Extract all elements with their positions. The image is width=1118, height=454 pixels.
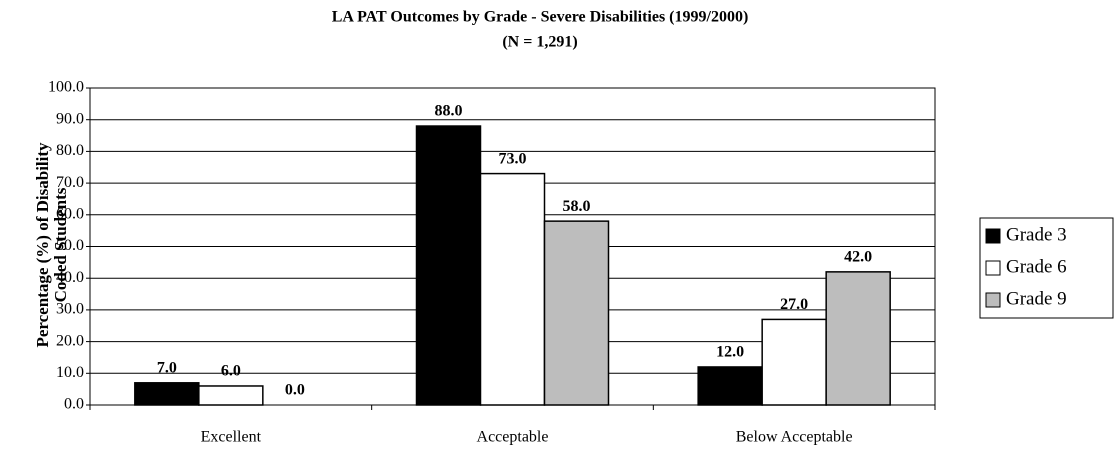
chart-subtitle: (N = 1,291) bbox=[502, 34, 577, 51]
legend-swatch bbox=[985, 260, 1001, 276]
y-tick-label: 40.0 bbox=[56, 269, 84, 286]
bar bbox=[697, 366, 763, 406]
legend-swatch bbox=[985, 228, 1001, 244]
value-label: 7.0 bbox=[157, 359, 177, 376]
value-label: 58.0 bbox=[563, 198, 591, 215]
y-tick-label: 90.0 bbox=[56, 110, 84, 127]
legend-box bbox=[979, 217, 1114, 319]
bar bbox=[198, 385, 264, 406]
y-tick-label: 30.0 bbox=[56, 301, 84, 318]
value-label: 0.0 bbox=[285, 382, 305, 399]
value-label: 42.0 bbox=[844, 249, 872, 266]
value-label: 27.0 bbox=[780, 296, 808, 313]
y-tick-label: 20.0 bbox=[56, 332, 84, 349]
x-tick-label: Acceptable bbox=[477, 429, 549, 446]
legend-label: Grade 9 bbox=[1006, 288, 1067, 309]
bar bbox=[761, 318, 827, 406]
x-tick-label: Excellent bbox=[201, 429, 262, 446]
y-tick-label: 0.0 bbox=[64, 396, 84, 413]
bar bbox=[479, 172, 546, 406]
y-tick-label: 50.0 bbox=[56, 237, 84, 254]
y-tick-label: 80.0 bbox=[56, 142, 84, 159]
y-tick-label: 100.0 bbox=[48, 79, 84, 96]
chart-title: LA PAT Outcomes by Grade - Severe Disabi… bbox=[332, 9, 749, 26]
legend-swatch bbox=[985, 292, 1001, 308]
x-tick-label: Below Acceptable bbox=[736, 429, 853, 446]
bar bbox=[825, 271, 891, 406]
value-label: 88.0 bbox=[435, 103, 463, 120]
bar bbox=[543, 220, 610, 406]
y-tick-label: 70.0 bbox=[56, 174, 84, 191]
value-label: 73.0 bbox=[499, 150, 527, 167]
value-label: 12.0 bbox=[716, 344, 744, 361]
bar bbox=[415, 125, 482, 406]
y-tick-label: 60.0 bbox=[56, 205, 84, 222]
y-tick-label: 10.0 bbox=[56, 364, 84, 381]
y-axis-label: Coded Students bbox=[51, 187, 70, 302]
y-axis-label: Percentage (%) of Disability bbox=[33, 142, 52, 348]
value-label: 6.0 bbox=[221, 363, 241, 380]
bar bbox=[134, 382, 200, 406]
legend-label: Grade 3 bbox=[1006, 224, 1067, 245]
legend-label: Grade 6 bbox=[1006, 256, 1067, 277]
